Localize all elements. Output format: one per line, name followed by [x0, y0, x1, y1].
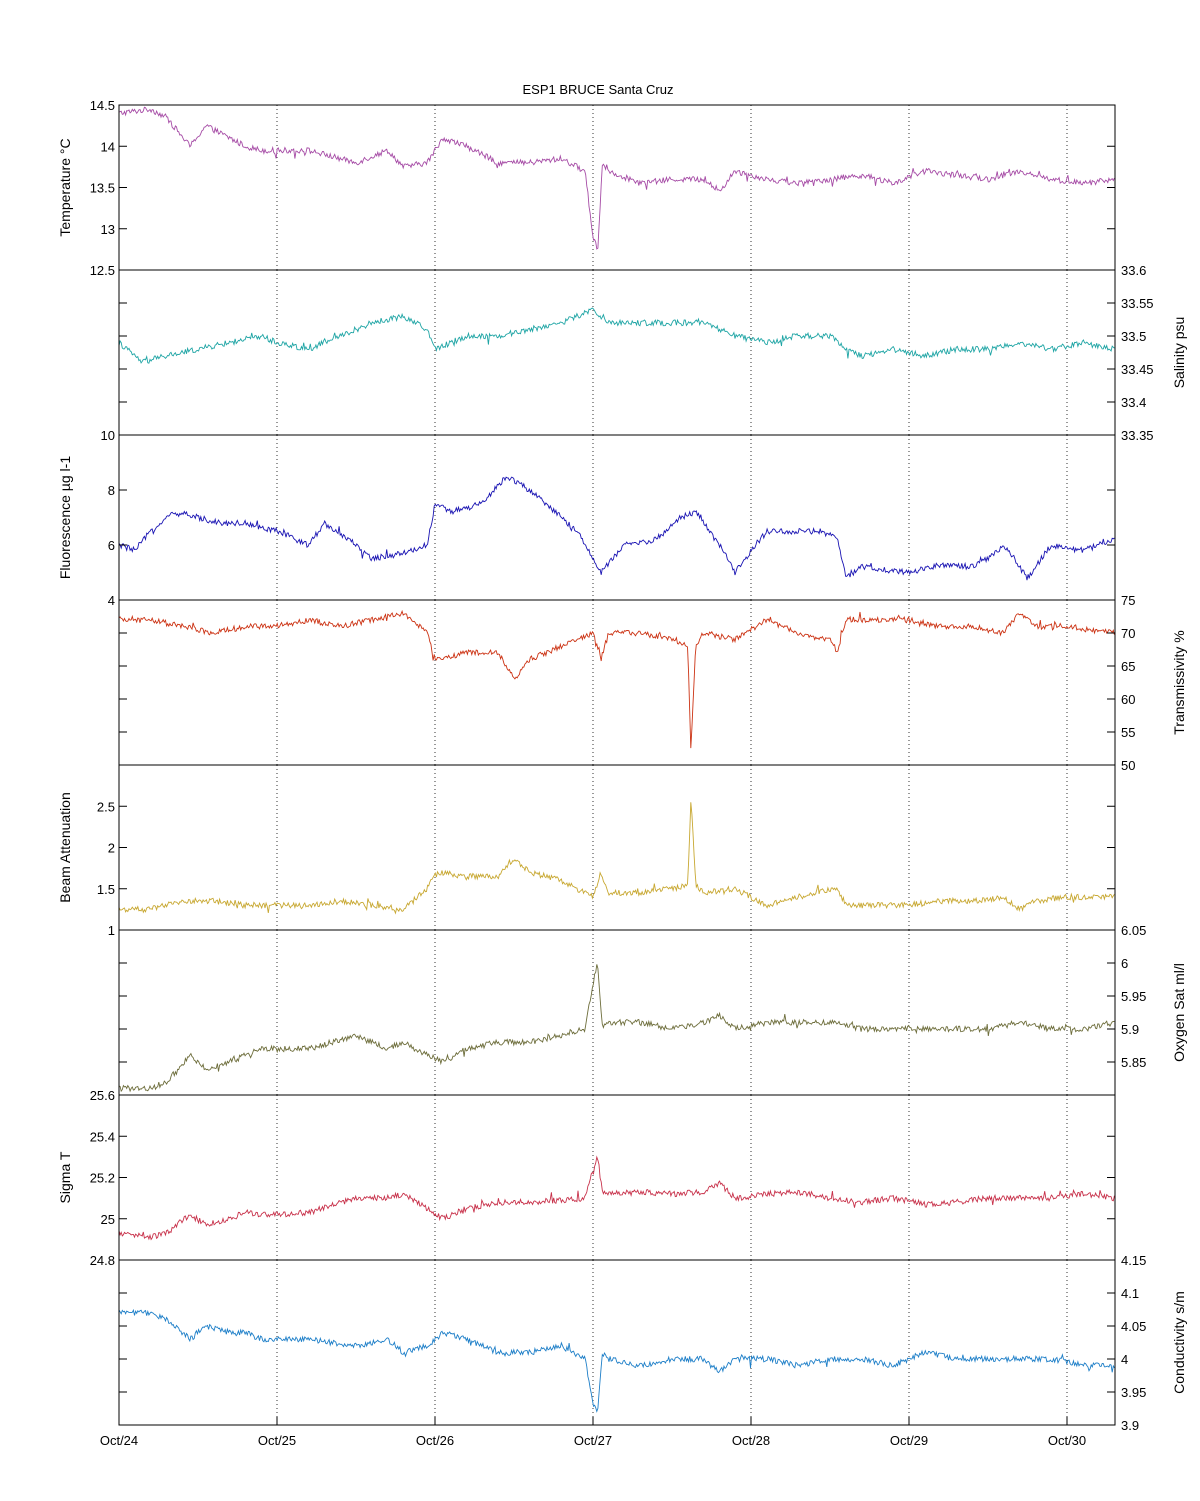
y-axis-label: Beam Attenuation [57, 792, 73, 903]
y-axis-label: Sigma T [57, 1151, 73, 1203]
plot-frame [118, 764, 1116, 931]
y-tick-label: 33.45 [1121, 362, 1154, 377]
y-tick-label: 55 [1121, 725, 1135, 740]
y-tick-label: 8 [108, 483, 115, 498]
y-tick-label: 13 [101, 222, 115, 237]
plot-frame [118, 599, 1116, 766]
y-tick-label: 25.2 [90, 1171, 115, 1186]
x-tick-label: Oct/29 [890, 1433, 928, 1448]
series-line-fluorescence [118, 476, 1115, 581]
y-tick-label: 12.5 [90, 263, 115, 278]
panel-conductivity: 3.9 3.95 4 4.05 4.1 4.15 Conductivity s/m [118, 1253, 1187, 1433]
y-tick-label: 10 [101, 428, 115, 443]
panel-oxygen: 5.85 5.9 5.95 6 6.05 Oxygen Sat ml/l [118, 923, 1187, 1096]
y-tick-label: 24.8 [90, 1253, 115, 1268]
y-tick-label: 13.5 [90, 181, 115, 196]
y-tick-label: 4 [108, 593, 115, 608]
y-tick-label: 65 [1121, 659, 1135, 674]
series-line-sigma_t [118, 1155, 1115, 1241]
x-tick-label: Oct/25 [258, 1433, 296, 1448]
x-tick-label: Oct/24 [100, 1433, 138, 1448]
series-line-conductivity [118, 1308, 1115, 1413]
series-line-transmissivity [118, 609, 1115, 749]
y-tick-label: 1 [108, 923, 115, 938]
y-axis-label: Transmissivity % [1171, 630, 1187, 735]
y-tick-label: 25 [101, 1212, 115, 1227]
panel-sigma_t: 24.8 25 25.2 25.4 25.6 Sigma T [57, 1088, 1116, 1268]
plot-frame [118, 1094, 1116, 1261]
panel-transmissivity: 50 55 60 65 70 75 Transmissivity % [118, 593, 1187, 773]
plot-frame [118, 269, 1116, 436]
series-line-beam_attenuation [118, 802, 1115, 915]
y-tick-label: 5.95 [1121, 989, 1146, 1004]
y-tick-label: 3.95 [1121, 1385, 1146, 1400]
y-tick-label: 14.5 [90, 98, 115, 113]
y-tick-label: 4.15 [1121, 1253, 1146, 1268]
y-tick-label: 33.55 [1121, 296, 1154, 311]
x-tick-label: Oct/28 [732, 1433, 770, 1448]
y-tick-label: 5.9 [1121, 1022, 1139, 1037]
y-tick-label: 70 [1121, 626, 1135, 641]
y-tick-label: 33.5 [1121, 329, 1146, 344]
y-tick-label: 33.4 [1121, 395, 1146, 410]
panel-temperature: 12.5 13 13.5 14 14.5 Temperature °C [57, 98, 1116, 278]
series-line-temperature [118, 106, 1115, 250]
plot-frame [118, 929, 1116, 1096]
y-tick-label: 33.6 [1121, 263, 1146, 278]
plot-frame [118, 1259, 1116, 1426]
x-tick-label: Oct/27 [574, 1433, 612, 1448]
x-axis: Oct/24 Oct/25 Oct/26 Oct/27 Oct/28 Oct/29 Oct/… [100, 1417, 1086, 1448]
y-tick-label: 4.1 [1121, 1286, 1139, 1301]
y-tick-label: 5.85 [1121, 1055, 1146, 1070]
x-tick-label: Oct/30 [1048, 1433, 1086, 1448]
y-tick-label: 25.4 [90, 1129, 115, 1144]
chart-title: ESP1 BRUCE Santa Cruz [522, 82, 673, 97]
series-line-oxygen [118, 964, 1115, 1093]
y-axis-label: Oxygen Sat ml/l [1171, 963, 1187, 1062]
y-tick-label: 14 [101, 139, 115, 154]
y-tick-label: 60 [1121, 692, 1135, 707]
y-tick-label: 2.5 [97, 799, 115, 814]
y-axis-label: Temperature °C [57, 138, 73, 236]
y-axis-label: Conductivity s/m [1171, 1291, 1187, 1394]
y-axis-label: Salinity psu [1171, 317, 1187, 389]
panel-fluorescence: 4 6 8 10 Fluorescence µg l-1 [57, 428, 1116, 608]
panel-salinity: 33.35 33.4 33.45 33.5 33.55 33.6 Salinity psu [118, 263, 1187, 443]
y-tick-label: 2 [108, 841, 115, 856]
y-tick-label: 25.6 [90, 1088, 115, 1103]
y-tick-label: 1.5 [97, 882, 115, 897]
y-tick-label: 4.05 [1121, 1319, 1146, 1334]
y-axis-label: Fluorescence µg l-1 [57, 456, 73, 579]
y-tick-label: 75 [1121, 593, 1135, 608]
y-tick-label: 4 [1121, 1352, 1128, 1367]
plot-frame [118, 434, 1116, 601]
y-tick-label: 6 [108, 538, 115, 553]
y-tick-label: 33.35 [1121, 428, 1154, 443]
x-tick-label: Oct/26 [416, 1433, 454, 1448]
y-tick-label: 6.05 [1121, 923, 1146, 938]
y-tick-label: 50 [1121, 758, 1135, 773]
panel-beam_attenuation: 1 1.5 2 2.5 Beam Attenuation [57, 764, 1116, 938]
y-tick-label: 6 [1121, 956, 1128, 971]
series-line-salinity [118, 307, 1115, 364]
y-tick-label: 3.9 [1121, 1418, 1139, 1433]
plot-frame [118, 104, 1116, 271]
